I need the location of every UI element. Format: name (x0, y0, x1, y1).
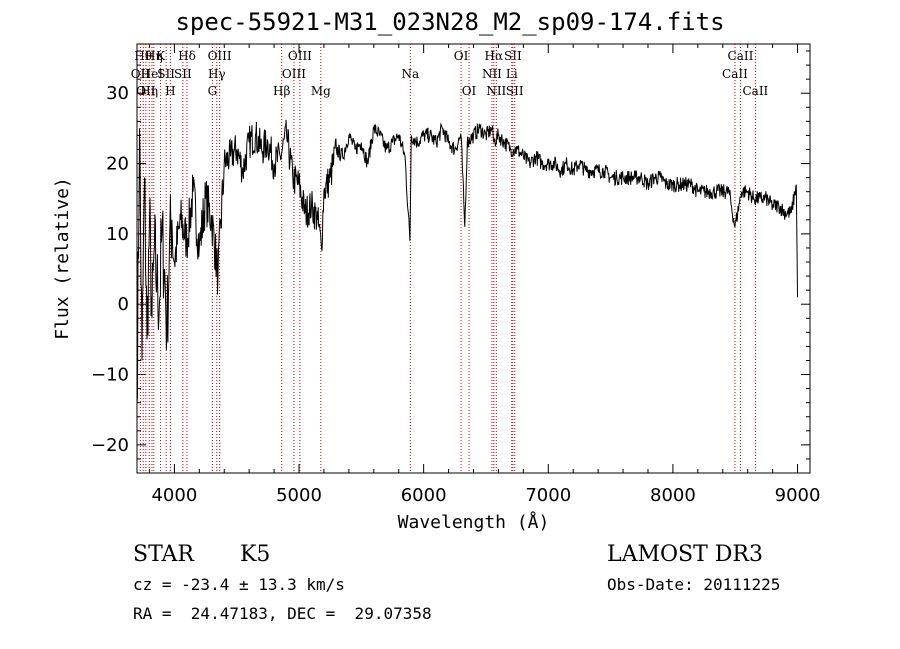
y-tick-label: 10 (106, 224, 129, 245)
spectral-line-label: SII (504, 49, 522, 63)
x-axis-label: Wavelength (Å) (398, 511, 550, 533)
object-subclass: K5 (240, 542, 271, 567)
spectral-line-label: SII (157, 67, 175, 81)
redshift-cz: cz = -23.4 ± 13.3 km/s (133, 575, 345, 594)
spectral-line-label: OIII (208, 49, 232, 63)
x-tick-label: 5000 (276, 485, 322, 506)
y-tick-label: 0 (118, 294, 129, 315)
y-tick-label: 20 (106, 154, 129, 175)
spectral-line-label: G (208, 84, 218, 98)
spectral-line-label: SII (506, 84, 524, 98)
spectral-line-label: OI (462, 84, 477, 98)
spectral-line-label: Hβ (273, 84, 290, 98)
spectral-line-label: NII (486, 84, 506, 98)
y-tick-label: 30 (106, 83, 129, 104)
spectral-line-label: CaII (722, 67, 748, 81)
spectral-line-label: CaII (728, 49, 754, 63)
spectral-line-label: CaII (742, 84, 768, 98)
y-tick-label: −10 (91, 365, 129, 386)
spectral-line-label: Hη (140, 84, 158, 98)
object-class: STAR (133, 542, 194, 567)
survey-name: LAMOST DR3 (607, 542, 763, 567)
x-tick-label: 8000 (650, 485, 696, 506)
plot-frame (136, 43, 811, 474)
spectral-line-label: NII (482, 67, 502, 81)
spectral-line-label: SII (174, 67, 192, 81)
x-tick-label: 6000 (401, 485, 447, 506)
ra-dec: RA = 24.47183, DEC = 29.07358 (133, 604, 432, 623)
spectral-line-label: H (165, 84, 175, 98)
spectral-line-label: Hθ (134, 49, 152, 63)
y-axis-label: Flux (relative) (52, 177, 73, 340)
spectral-line-label: OII (136, 84, 156, 98)
spectrum-line (136, 119, 798, 403)
spectral-line-label: K (156, 49, 166, 63)
spectral-line-label: OIII (288, 49, 312, 63)
spectral-line-label: Li (506, 67, 518, 81)
spectral-line-label: HeI (141, 67, 164, 81)
spectral-line-label: Hδ (178, 49, 196, 63)
spectral-line-label: Hγ (208, 67, 226, 81)
x-tick-label: 7000 (525, 485, 571, 506)
spectral-line-label: Hα (485, 49, 504, 63)
spectral-line-label: Hη (145, 49, 163, 63)
obs-date: Obs-Date: 20111225 (607, 575, 781, 594)
x-tick-label: 9000 (775, 485, 821, 506)
y-tick-label: −20 (91, 435, 129, 456)
x-tick-label: 4000 (151, 485, 197, 506)
spectral-line-label: OIII (282, 67, 306, 81)
spectral-line-label: Na (401, 67, 419, 81)
chart-title: spec-55921-M31_023N28_M2_sp09-174.fits (175, 8, 725, 36)
spectral-line-label: OI (454, 49, 469, 63)
spectral-line-label: Mg (311, 84, 331, 98)
